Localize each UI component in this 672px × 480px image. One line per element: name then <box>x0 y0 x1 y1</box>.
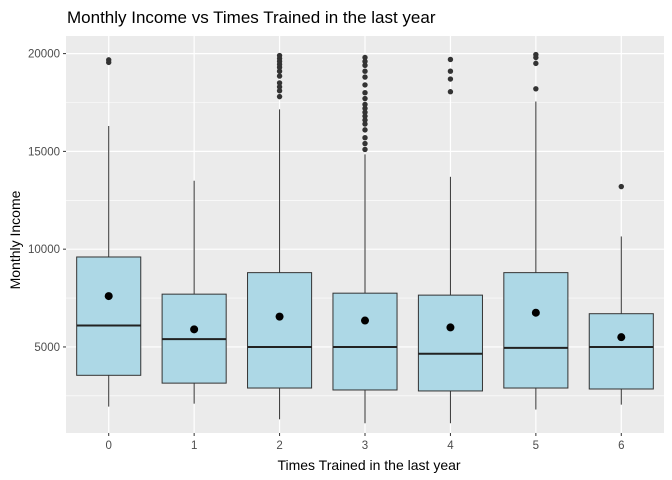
outlier-point <box>276 88 283 94</box>
x-tick-label: 5 <box>533 440 539 452</box>
outlier-point <box>276 80 283 86</box>
x-axis-title: Times Trained in the last year <box>277 457 460 473</box>
box-group <box>588 183 654 405</box>
y-tick-label: 10000 <box>28 244 60 256</box>
x-axis: 0 1 2 3 4 5 6 <box>106 433 624 452</box>
mean-point <box>275 312 284 321</box>
x-tick-label: 4 <box>447 440 454 452</box>
outlier-point <box>362 101 368 108</box>
y-axis: 5000 10000 15000 20000 <box>28 49 66 354</box>
outlier-point <box>362 117 368 123</box>
chart-title: Monthly Income vs Times Trained in the l… <box>67 8 436 27</box>
outlier-point <box>276 84 283 90</box>
outlier-point <box>447 56 454 63</box>
box <box>417 294 483 392</box>
outlier-point <box>276 52 283 59</box>
x-tick-label: 1 <box>191 440 197 452</box>
outlier-point <box>447 89 454 95</box>
outlier-point <box>362 62 368 69</box>
box-group <box>161 180 227 404</box>
outlier-point <box>533 86 539 92</box>
outlier-point <box>362 146 368 153</box>
box-group <box>417 56 483 424</box>
outlier-point <box>362 90 368 96</box>
x-tick-label: 0 <box>106 440 112 452</box>
box-group <box>76 57 142 407</box>
box <box>588 313 654 390</box>
y-tick-label: 5000 <box>34 342 60 354</box>
box <box>503 272 569 389</box>
outlier-point <box>362 109 368 115</box>
outlier-point <box>276 93 283 100</box>
x-tick-label: 2 <box>276 440 282 452</box>
box <box>332 292 398 391</box>
y-tick-label: 20000 <box>28 49 60 61</box>
box-group <box>247 52 313 420</box>
outlier-point <box>362 82 368 88</box>
box-group <box>332 54 398 424</box>
mean-point <box>361 316 369 325</box>
outlier-point <box>362 68 368 74</box>
mean-point <box>446 323 455 332</box>
box <box>76 256 142 376</box>
mean-point <box>104 292 113 301</box>
outlier-point <box>362 140 368 147</box>
outlier-point <box>362 54 368 61</box>
mean-point <box>617 333 626 342</box>
outlier-point <box>533 60 539 67</box>
box <box>247 272 313 389</box>
mean-point <box>531 308 540 317</box>
outlier-point <box>362 105 368 112</box>
outlier-point <box>362 95 368 102</box>
y-tick-label: 15000 <box>28 146 60 158</box>
outlier-point <box>362 58 368 65</box>
mean-point <box>190 325 199 334</box>
outlier-point <box>533 51 539 58</box>
outlier-point <box>362 134 368 141</box>
box-group <box>503 51 569 410</box>
boxplot-series <box>76 51 654 424</box>
x-tick-label: 3 <box>362 440 368 452</box>
y-axis-title: Monthly Income <box>7 190 23 289</box>
outlier-point <box>362 127 368 133</box>
outlier-point <box>447 68 454 74</box>
outlier-point <box>276 68 283 74</box>
outlier-point <box>362 121 368 127</box>
outlier-point <box>276 73 283 79</box>
outlier-point <box>362 113 368 119</box>
outlier-point <box>447 76 454 82</box>
outlier-point <box>618 183 624 190</box>
outlier-point <box>362 74 368 80</box>
outlier-point <box>106 57 112 63</box>
x-tick-label: 6 <box>618 440 624 452</box>
